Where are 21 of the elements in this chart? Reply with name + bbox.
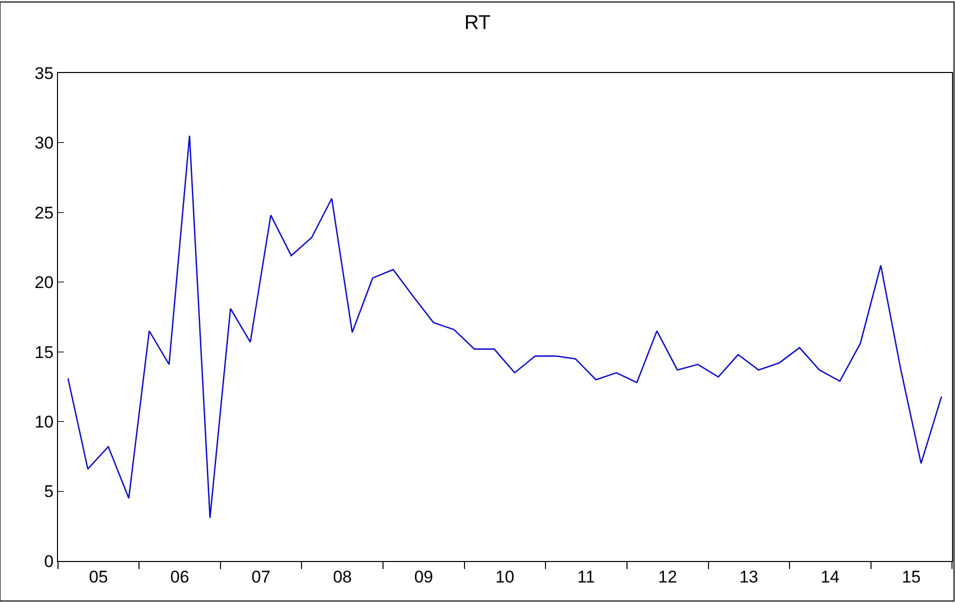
x-tick-label: 12 [658, 567, 678, 586]
x-tick-label: 09 [414, 567, 434, 586]
x-tick-label: 05 [89, 567, 108, 586]
x-tick-label: 11 [577, 567, 595, 586]
y-tick-label: 20 [34, 273, 54, 292]
y-tick-label: 30 [34, 134, 54, 153]
x-tick-label: 08 [332, 567, 352, 586]
y-tick-label: 15 [34, 342, 54, 362]
x-tick-label: 06 [170, 567, 190, 586]
chart-title: RT [464, 12, 491, 34]
x-tick-label: 13 [739, 567, 758, 586]
x-tick-label: 07 [252, 567, 270, 586]
x-tick-label: 15 [902, 567, 921, 586]
y-tick-label: 0 [44, 552, 54, 571]
x-tick-label: 14 [820, 567, 840, 586]
y-tick-label: 25 [34, 203, 54, 222]
y-tick-label: 35 [34, 64, 54, 83]
x-tick-label: 10 [495, 567, 514, 586]
line-series [67, 135, 942, 518]
y-tick-label: 5 [44, 482, 54, 502]
y-tick-label: 10 [34, 412, 54, 432]
